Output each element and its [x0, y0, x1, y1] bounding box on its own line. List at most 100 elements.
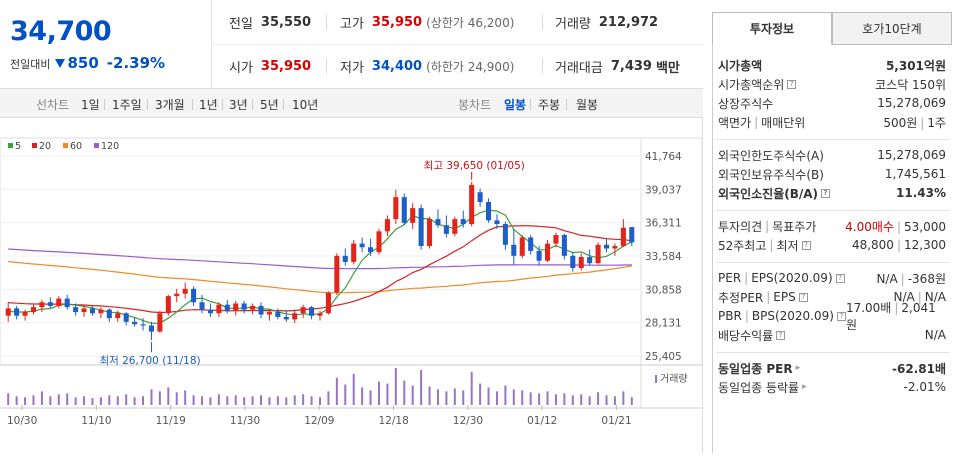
volume-bar	[268, 397, 271, 405]
candle-weekly-button[interactable]: 주봉	[538, 98, 561, 112]
candle-body	[22, 312, 28, 316]
volume-bar	[394, 368, 397, 405]
separator	[566, 99, 567, 110]
volume-bar	[487, 387, 490, 405]
candle-body	[174, 293, 180, 297]
help-icon[interactable]: ?	[801, 240, 811, 250]
volume-bar	[521, 390, 524, 405]
volume-bar	[310, 396, 313, 405]
open-value: 35,950	[260, 58, 312, 74]
est-eps-label: EPS	[773, 290, 796, 304]
period-1d-button[interactable]: 1일	[81, 98, 100, 112]
candle-body	[536, 250, 542, 261]
volume-bar	[546, 391, 549, 405]
x-tick-label: 01/12	[527, 415, 557, 427]
pbr-bps-row[interactable]: PBR | BPS(2020.09)? 17.00배 | 2,041원	[718, 301, 936, 332]
chevron-right-icon[interactable]: ▸	[802, 382, 807, 392]
volume-bar	[571, 395, 574, 405]
candle-body	[132, 321, 138, 325]
stock-chart[interactable]: 41,764 39,037 36,311 33,584 30,858 28,131 25,4…	[0, 118, 703, 453]
week52-row[interactable]: 52주최고 | 최저? 48,800 | 12,300	[718, 238, 946, 253]
pbr-value: 17.00배	[845, 301, 892, 315]
change-row: 전일대비 850 -2.39%	[10, 54, 165, 72]
volume-bar	[192, 395, 195, 405]
candle-body	[216, 304, 222, 314]
bps-label: BPS(2020.09)	[751, 309, 834, 323]
industry-rate-row[interactable]: 동일업종 등락률 ▸ -2.01%	[718, 378, 946, 396]
candle-body	[401, 197, 407, 223]
volume-bar	[479, 383, 482, 405]
period-5y-button[interactable]: 5년	[260, 98, 279, 112]
candle-body	[300, 307, 306, 314]
y-tick-label: 33,584	[645, 251, 682, 263]
help-icon[interactable]: ?	[835, 273, 845, 283]
est-per-eps-row[interactable]: 추정PER | EPS? N/A | N/A	[718, 290, 946, 305]
candle-body	[207, 309, 213, 314]
divider	[716, 210, 950, 211]
help-icon[interactable]: ?	[821, 188, 831, 198]
week52-high-value: 48,800	[851, 238, 894, 252]
est-per-label: 추정PER	[718, 290, 764, 305]
amount-unit: 백만	[655, 60, 680, 76]
ma-legend-label: 60	[70, 141, 82, 152]
candle-body	[14, 308, 20, 316]
period-10y-button[interactable]: 10년	[292, 98, 319, 112]
foreign-ratio-row[interactable]: 외국인소진율(B/A)? 11.43%	[718, 184, 946, 202]
volume-bar	[504, 385, 507, 405]
tab-investment-info[interactable]: 투자정보	[712, 12, 832, 45]
chevron-right-icon[interactable]: ▸	[795, 363, 801, 373]
candle-body	[570, 255, 576, 269]
volume-bar	[470, 371, 473, 405]
market-cap-rank-row[interactable]: 시가총액순위? 코스닥 150위	[718, 75, 946, 93]
week52-low-value: 12,300	[904, 238, 946, 252]
separator	[252, 99, 253, 110]
foreign-hold-row: 외국인보유주식수(B) 1,745,561	[718, 165, 946, 183]
industry-per-row[interactable]: 동일업종 PER ▸ -62.81배	[718, 359, 946, 377]
separator	[147, 99, 148, 110]
candle-monthly-button[interactable]: 월봉	[576, 98, 599, 112]
candle-body	[266, 312, 272, 315]
investment-info-panel	[712, 12, 966, 453]
separator	[283, 99, 284, 110]
bps-value: 2,041원	[845, 301, 936, 332]
volume-bar	[175, 392, 178, 405]
tab-order-book[interactable]: 호가10단계	[832, 12, 952, 45]
period-1w-button[interactable]: 1주일	[112, 98, 142, 112]
volume-bar	[605, 395, 608, 405]
volume-bar	[276, 396, 279, 405]
volume-bar	[99, 397, 102, 405]
volume-bar	[201, 396, 204, 405]
candle-body	[595, 244, 601, 264]
change-percent: -2.39%	[106, 54, 166, 72]
help-icon[interactable]: ?	[798, 292, 808, 302]
trade-amount: 거래대금 7,439 백만	[555, 44, 680, 88]
amount-value: 7,439	[610, 58, 652, 74]
per-eps-row[interactable]: PER | EPS(2020.09)? N/A | -368원	[718, 271, 946, 286]
candle-body	[241, 303, 247, 310]
market-cap-rank-label: 시가총액순위	[718, 77, 785, 92]
help-icon[interactable]: ?	[776, 330, 786, 340]
dividend-row[interactable]: 배당수익률? N/A	[718, 326, 946, 344]
amount-label: 거래대금	[555, 60, 603, 76]
change-value: 850	[67, 54, 99, 72]
par-value-value: 500원	[883, 115, 918, 130]
candle-daily-button[interactable]: 일봉	[504, 98, 527, 112]
candle-chart-button[interactable]: 봉차트	[458, 98, 492, 112]
volume-bar	[630, 397, 633, 405]
separator	[542, 14, 543, 30]
line-chart-button[interactable]: 선차트	[36, 98, 70, 112]
industry-rate-value: -2.01%	[903, 380, 946, 394]
period-1y-button[interactable]: 1년	[199, 98, 218, 112]
chart-canvas[interactable]: 41,764 39,037 36,311 33,584 30,858 28,131 25,4…	[0, 118, 703, 453]
volume-bar	[361, 387, 364, 405]
opinion-label: 투자의견	[718, 219, 763, 234]
x-tick-label: 12/18	[379, 415, 409, 427]
help-icon[interactable]: ?	[836, 311, 846, 321]
volume-bar	[167, 387, 170, 405]
help-icon[interactable]: ?	[787, 79, 797, 89]
period-3m-button[interactable]: 3개월	[155, 98, 185, 112]
candle-body	[30, 307, 37, 313]
upper-limit: (상한가 46,200)	[426, 15, 515, 30]
candle-body	[587, 257, 593, 264]
period-3y-button[interactable]: 3년	[229, 98, 248, 112]
